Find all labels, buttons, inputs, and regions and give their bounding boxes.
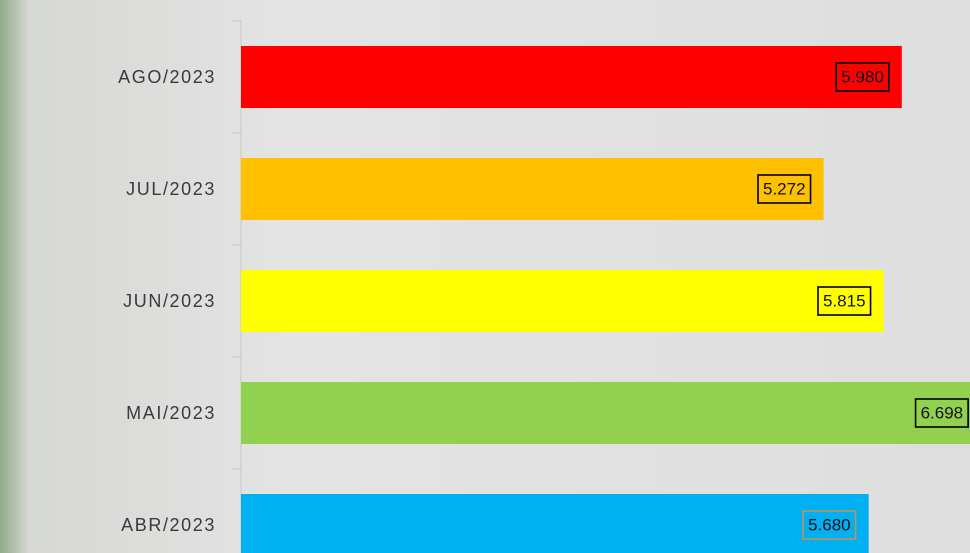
- bar: [241, 158, 824, 220]
- value-label: 5.815: [823, 291, 866, 310]
- y-tick-label: JUN/2023: [123, 291, 216, 311]
- value-label: 5.680: [808, 515, 851, 534]
- value-label-box: [914, 398, 969, 428]
- bar: [241, 382, 970, 444]
- value-label-box: [802, 510, 857, 540]
- bar: [241, 46, 902, 108]
- value-label: 5.980: [841, 67, 884, 86]
- bar: [241, 270, 884, 332]
- value-label-box: [757, 174, 812, 204]
- y-tick-label: JUL/2023: [126, 179, 216, 199]
- y-tick-label: AGO/2023: [118, 67, 216, 87]
- value-label-box: [835, 62, 890, 92]
- bar: [241, 494, 869, 553]
- y-tick-label: ABR/2023: [121, 515, 216, 535]
- value-label-box: [817, 286, 872, 316]
- y-tick-label: MAI/2023: [126, 403, 216, 423]
- value-label: 5.272: [763, 179, 806, 198]
- value-label: 6.698: [921, 403, 964, 422]
